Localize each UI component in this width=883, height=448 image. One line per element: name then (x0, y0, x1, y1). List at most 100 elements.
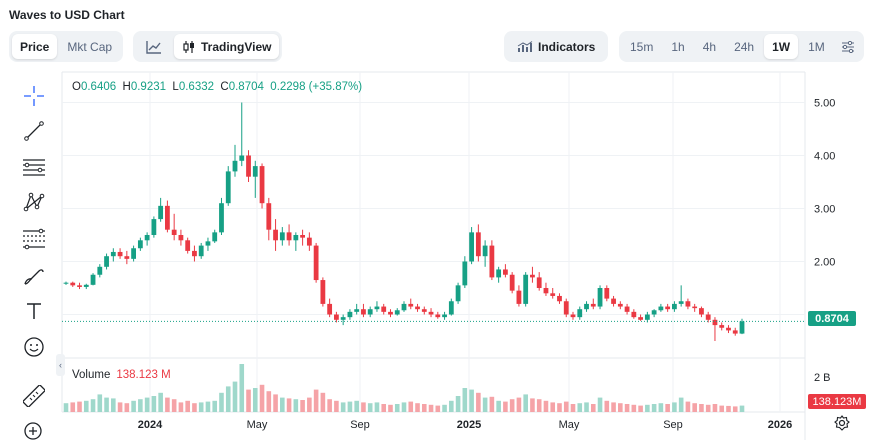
volume-bar (185, 400, 190, 412)
volume-bar (536, 399, 542, 412)
settings-icon[interactable] (834, 415, 850, 431)
candle-body (77, 285, 82, 287)
candle-body (672, 303, 677, 310)
volume-bar (482, 397, 488, 412)
tab-mkt-cap[interactable]: Mkt Cap (67, 39, 113, 54)
volume-bar (550, 402, 556, 412)
volume-tag: 138.123M (808, 394, 866, 409)
candle-body (381, 306, 387, 312)
volume-bar (151, 396, 157, 412)
volume-bar (192, 403, 197, 412)
candle-body (692, 306, 698, 309)
candle-body (536, 277, 542, 288)
candle-body (550, 293, 556, 296)
candle-body (259, 166, 265, 204)
volume-bar (388, 404, 393, 412)
trend-line-icon[interactable] (22, 119, 46, 143)
candle-body (354, 309, 360, 312)
fib-icon[interactable] (22, 227, 46, 251)
horizontal-lines-icon[interactable] (22, 155, 46, 179)
candle-body (286, 232, 292, 241)
volume-bar (158, 392, 163, 412)
volume-bar (165, 397, 170, 412)
tradingview-button[interactable]: TradingView (174, 34, 280, 59)
candle-body (90, 274, 96, 285)
volume-bar (618, 403, 623, 412)
volume-bar (476, 392, 481, 412)
volume-bar (651, 404, 657, 412)
volume-bar (219, 392, 224, 412)
chart-settings-button[interactable] (835, 34, 861, 59)
pattern-icon[interactable] (22, 190, 46, 214)
candle-body (158, 205, 164, 220)
volume-bar (469, 389, 474, 412)
interval-1h[interactable]: 1h (671, 39, 685, 54)
candle-body (185, 240, 191, 251)
text-icon[interactable] (22, 299, 46, 323)
indicators-label: Indicators (538, 39, 596, 54)
change-value: 0.2298 (+35.87%) (270, 81, 363, 93)
collapse-pane-button[interactable]: ‹ (56, 354, 65, 376)
emoji-icon[interactable] (22, 335, 46, 359)
candle-body (719, 325, 725, 328)
volume-bar (90, 399, 96, 412)
brush-icon[interactable] (22, 264, 46, 288)
volume-bar (266, 391, 272, 412)
volume-bar (171, 399, 177, 412)
candle-body (239, 155, 245, 161)
volume-bar (320, 392, 326, 412)
crosshair-icon[interactable] (22, 84, 46, 108)
volume-bar (557, 403, 562, 412)
interval-15m[interactable]: 15m (630, 39, 654, 54)
interval-4h[interactable]: 4h (702, 39, 717, 54)
volume-axis-label: 2 B (814, 372, 831, 384)
candle-body (421, 309, 427, 312)
candle-body (658, 306, 664, 311)
volume-bar (212, 400, 218, 412)
volume-bar (712, 404, 718, 412)
candle-body (320, 280, 326, 304)
volume-bar (631, 404, 637, 412)
sliders-icon (841, 40, 854, 53)
interval-1w[interactable]: 1W (764, 34, 799, 59)
candle-body (678, 301, 684, 304)
interval-24h[interactable]: 24h (734, 39, 755, 54)
candle-body (617, 303, 623, 307)
volume-bar (516, 397, 522, 412)
candle-body (604, 288, 610, 299)
volume-bar (111, 398, 116, 412)
line-chart-button[interactable] (136, 34, 172, 59)
volume-bar (658, 403, 664, 412)
line-chart-icon (146, 40, 161, 54)
volume-bar (732, 406, 738, 412)
candle-body (70, 282, 76, 286)
interval-1m[interactable]: 1M (808, 39, 825, 54)
ohlc-legend: O0.6406 H0.9231 L0.6332 C0.8704 0.2298 (… (72, 81, 362, 93)
candle-body (705, 314, 711, 320)
volume-bar (455, 396, 461, 412)
candle-body (712, 319, 718, 326)
tab-price[interactable]: Price (12, 34, 58, 59)
volume-bar (374, 402, 380, 412)
low-value: 0.6332 (178, 81, 215, 93)
zoom-in-icon[interactable] (22, 420, 46, 444)
volume-bar (672, 402, 677, 412)
volume-bar (442, 404, 447, 412)
candle-body (306, 237, 312, 246)
candle-body (225, 171, 231, 204)
candle-body (178, 235, 184, 241)
volume-bar (83, 400, 89, 412)
candle-body (563, 301, 569, 315)
candle-body (252, 166, 258, 177)
volume-bar (117, 402, 123, 412)
candle-body (651, 310, 657, 315)
volume-bar (307, 397, 312, 412)
ruler-icon[interactable] (22, 384, 46, 408)
candle-body (198, 245, 204, 257)
volume-bar (259, 384, 265, 412)
volume-bar (97, 394, 103, 412)
candle-body (496, 269, 502, 278)
indicators-button[interactable]: Indicators (507, 34, 605, 59)
candle-body (597, 288, 603, 307)
